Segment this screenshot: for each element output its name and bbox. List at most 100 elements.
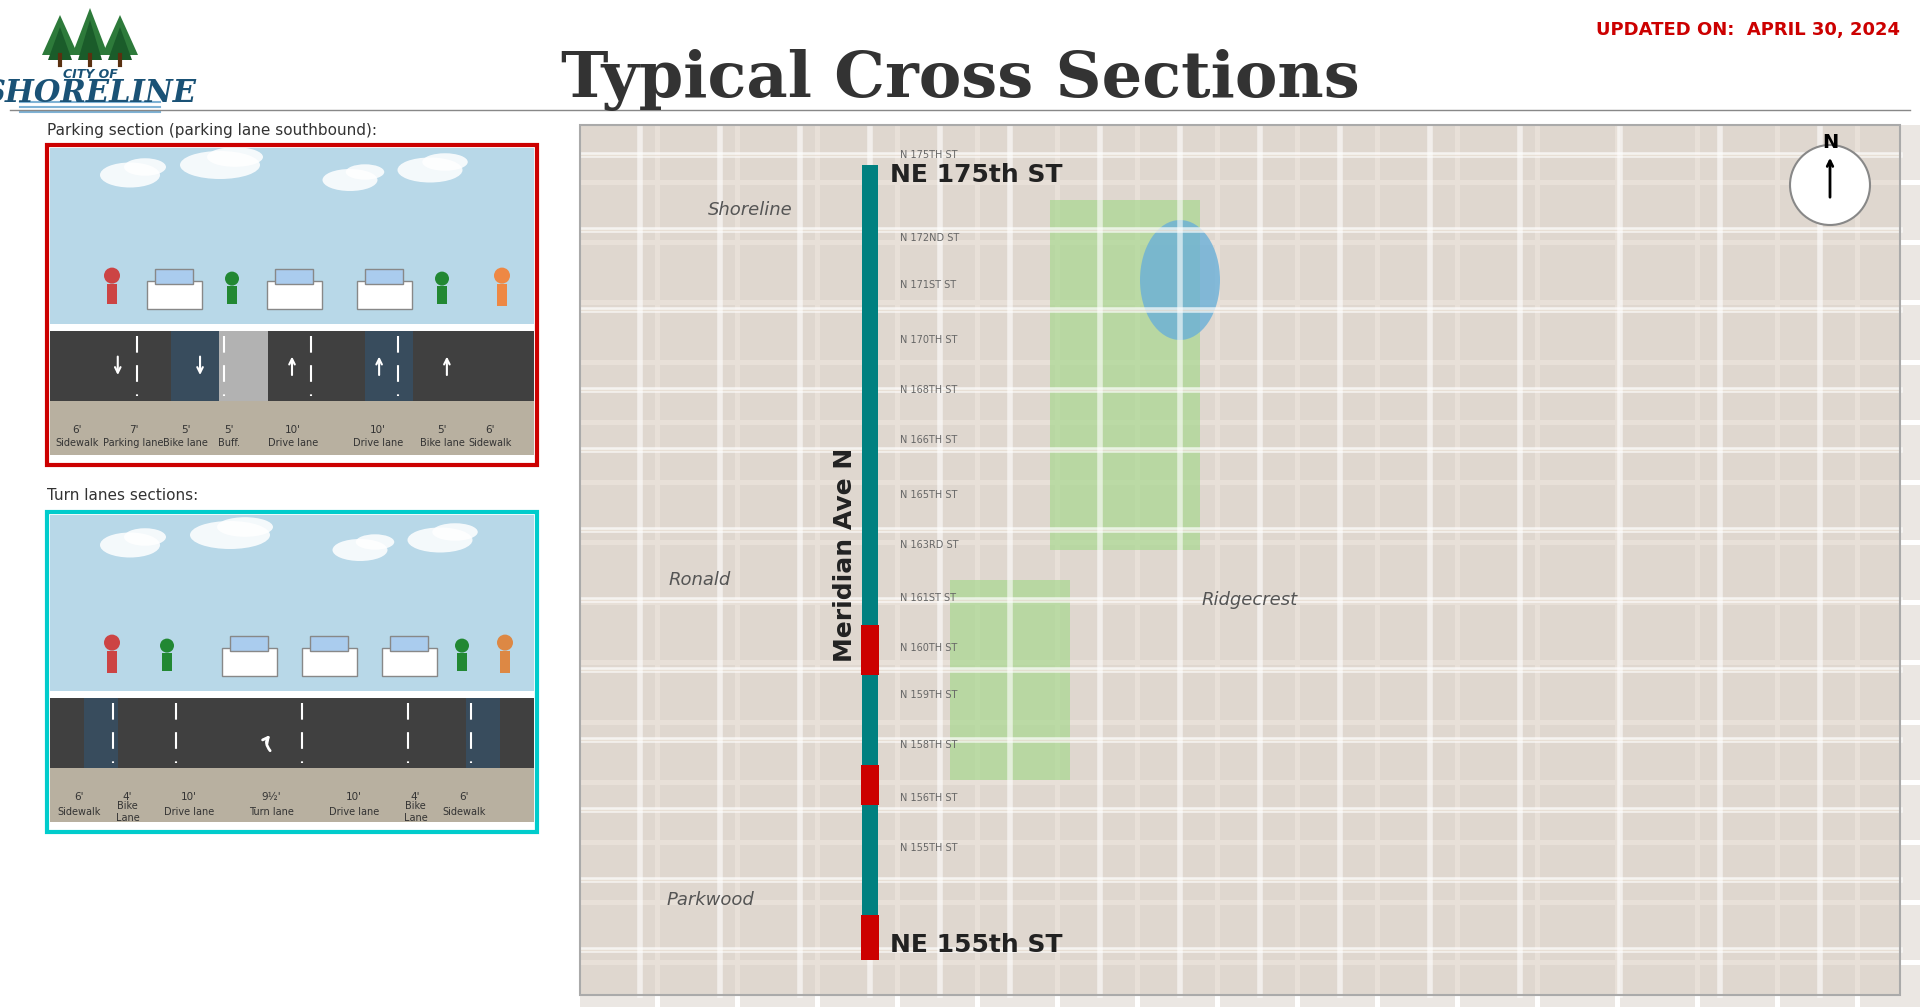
Bar (50, 330, 534, 401)
Bar (1380, 905, 1455, 960)
Bar (1219, 665, 1294, 720)
Bar (1459, 845, 1534, 900)
Bar (1860, 425, 1920, 480)
Bar (660, 845, 735, 900)
Text: 4': 4' (123, 792, 132, 802)
Text: Drive lane: Drive lane (353, 438, 403, 448)
Bar (900, 905, 975, 960)
Bar (820, 365, 895, 420)
Bar (820, 845, 895, 900)
Bar (1620, 365, 1695, 420)
Bar (1380, 965, 1455, 1007)
Bar (739, 545, 814, 600)
Bar (1459, 605, 1534, 660)
Bar (1060, 845, 1135, 900)
Text: CITY OF: CITY OF (63, 68, 117, 81)
Bar (660, 485, 735, 540)
Text: 10': 10' (286, 425, 301, 435)
Bar (900, 485, 975, 540)
Circle shape (104, 634, 119, 651)
Bar (171, 330, 219, 401)
Bar (1699, 485, 1774, 540)
Bar (979, 785, 1054, 840)
Bar (46, 145, 538, 465)
Bar (148, 281, 202, 308)
Bar (1459, 725, 1534, 780)
Bar (660, 725, 735, 780)
Bar (1540, 605, 1615, 660)
Bar (1860, 185, 1920, 240)
Bar (1860, 725, 1920, 780)
Bar (438, 286, 447, 303)
Ellipse shape (125, 158, 165, 176)
Bar (580, 485, 655, 540)
Bar (1380, 545, 1455, 600)
Bar (820, 965, 895, 1007)
Bar (50, 401, 81, 455)
Bar (1780, 965, 1855, 1007)
Bar (979, 425, 1054, 480)
Bar (1620, 605, 1695, 660)
Ellipse shape (190, 521, 271, 549)
Bar (1620, 785, 1695, 840)
Bar (1459, 665, 1534, 720)
Bar (1780, 725, 1855, 780)
Bar (1380, 245, 1455, 300)
Bar (820, 545, 895, 600)
Bar (1380, 485, 1455, 540)
Bar (1459, 785, 1534, 840)
Bar (900, 665, 975, 720)
Bar (161, 653, 173, 671)
Ellipse shape (323, 169, 378, 191)
Bar (1300, 425, 1375, 480)
Text: Meridian Ave N: Meridian Ave N (833, 448, 856, 663)
Bar (739, 305, 814, 359)
Bar (900, 605, 975, 660)
Bar (979, 965, 1054, 1007)
Bar (390, 635, 428, 651)
Bar (1620, 665, 1695, 720)
Bar (739, 605, 814, 660)
Bar (739, 185, 814, 240)
Bar (1219, 425, 1294, 480)
Text: Typical Cross Sections: Typical Cross Sections (561, 49, 1359, 111)
Bar (499, 651, 511, 673)
Ellipse shape (217, 518, 273, 537)
Bar (1300, 785, 1375, 840)
Bar (1860, 305, 1920, 359)
Bar (1380, 365, 1455, 420)
Bar (1060, 365, 1135, 420)
Bar (365, 269, 403, 284)
Bar (1860, 245, 1920, 300)
Bar (1540, 305, 1615, 359)
Bar (900, 185, 975, 240)
Bar (1140, 665, 1215, 720)
Bar (1380, 185, 1455, 240)
Bar (453, 401, 503, 455)
Bar (1380, 845, 1455, 900)
Bar (1219, 605, 1294, 660)
Bar (1060, 245, 1135, 300)
Bar (1380, 425, 1455, 480)
Circle shape (497, 634, 513, 651)
Bar (1300, 245, 1375, 300)
Bar (660, 245, 735, 300)
Bar (1860, 365, 1920, 420)
Text: Parking section (parking lane southbound):: Parking section (parking lane southbound… (46, 123, 376, 138)
Polygon shape (108, 27, 132, 60)
Bar (1620, 845, 1695, 900)
Ellipse shape (332, 539, 388, 561)
Text: NE 175th ST: NE 175th ST (891, 163, 1062, 187)
Bar (739, 485, 814, 540)
Bar (1540, 425, 1615, 480)
Bar (580, 845, 655, 900)
Bar (979, 305, 1054, 359)
Bar (1620, 725, 1695, 780)
Text: Parkwood: Parkwood (666, 891, 755, 909)
Bar (1699, 965, 1774, 1007)
Bar (1780, 125, 1855, 180)
Bar (979, 185, 1054, 240)
Bar (900, 785, 975, 840)
Text: N 172ND ST: N 172ND ST (900, 233, 960, 243)
Bar (1300, 485, 1375, 540)
